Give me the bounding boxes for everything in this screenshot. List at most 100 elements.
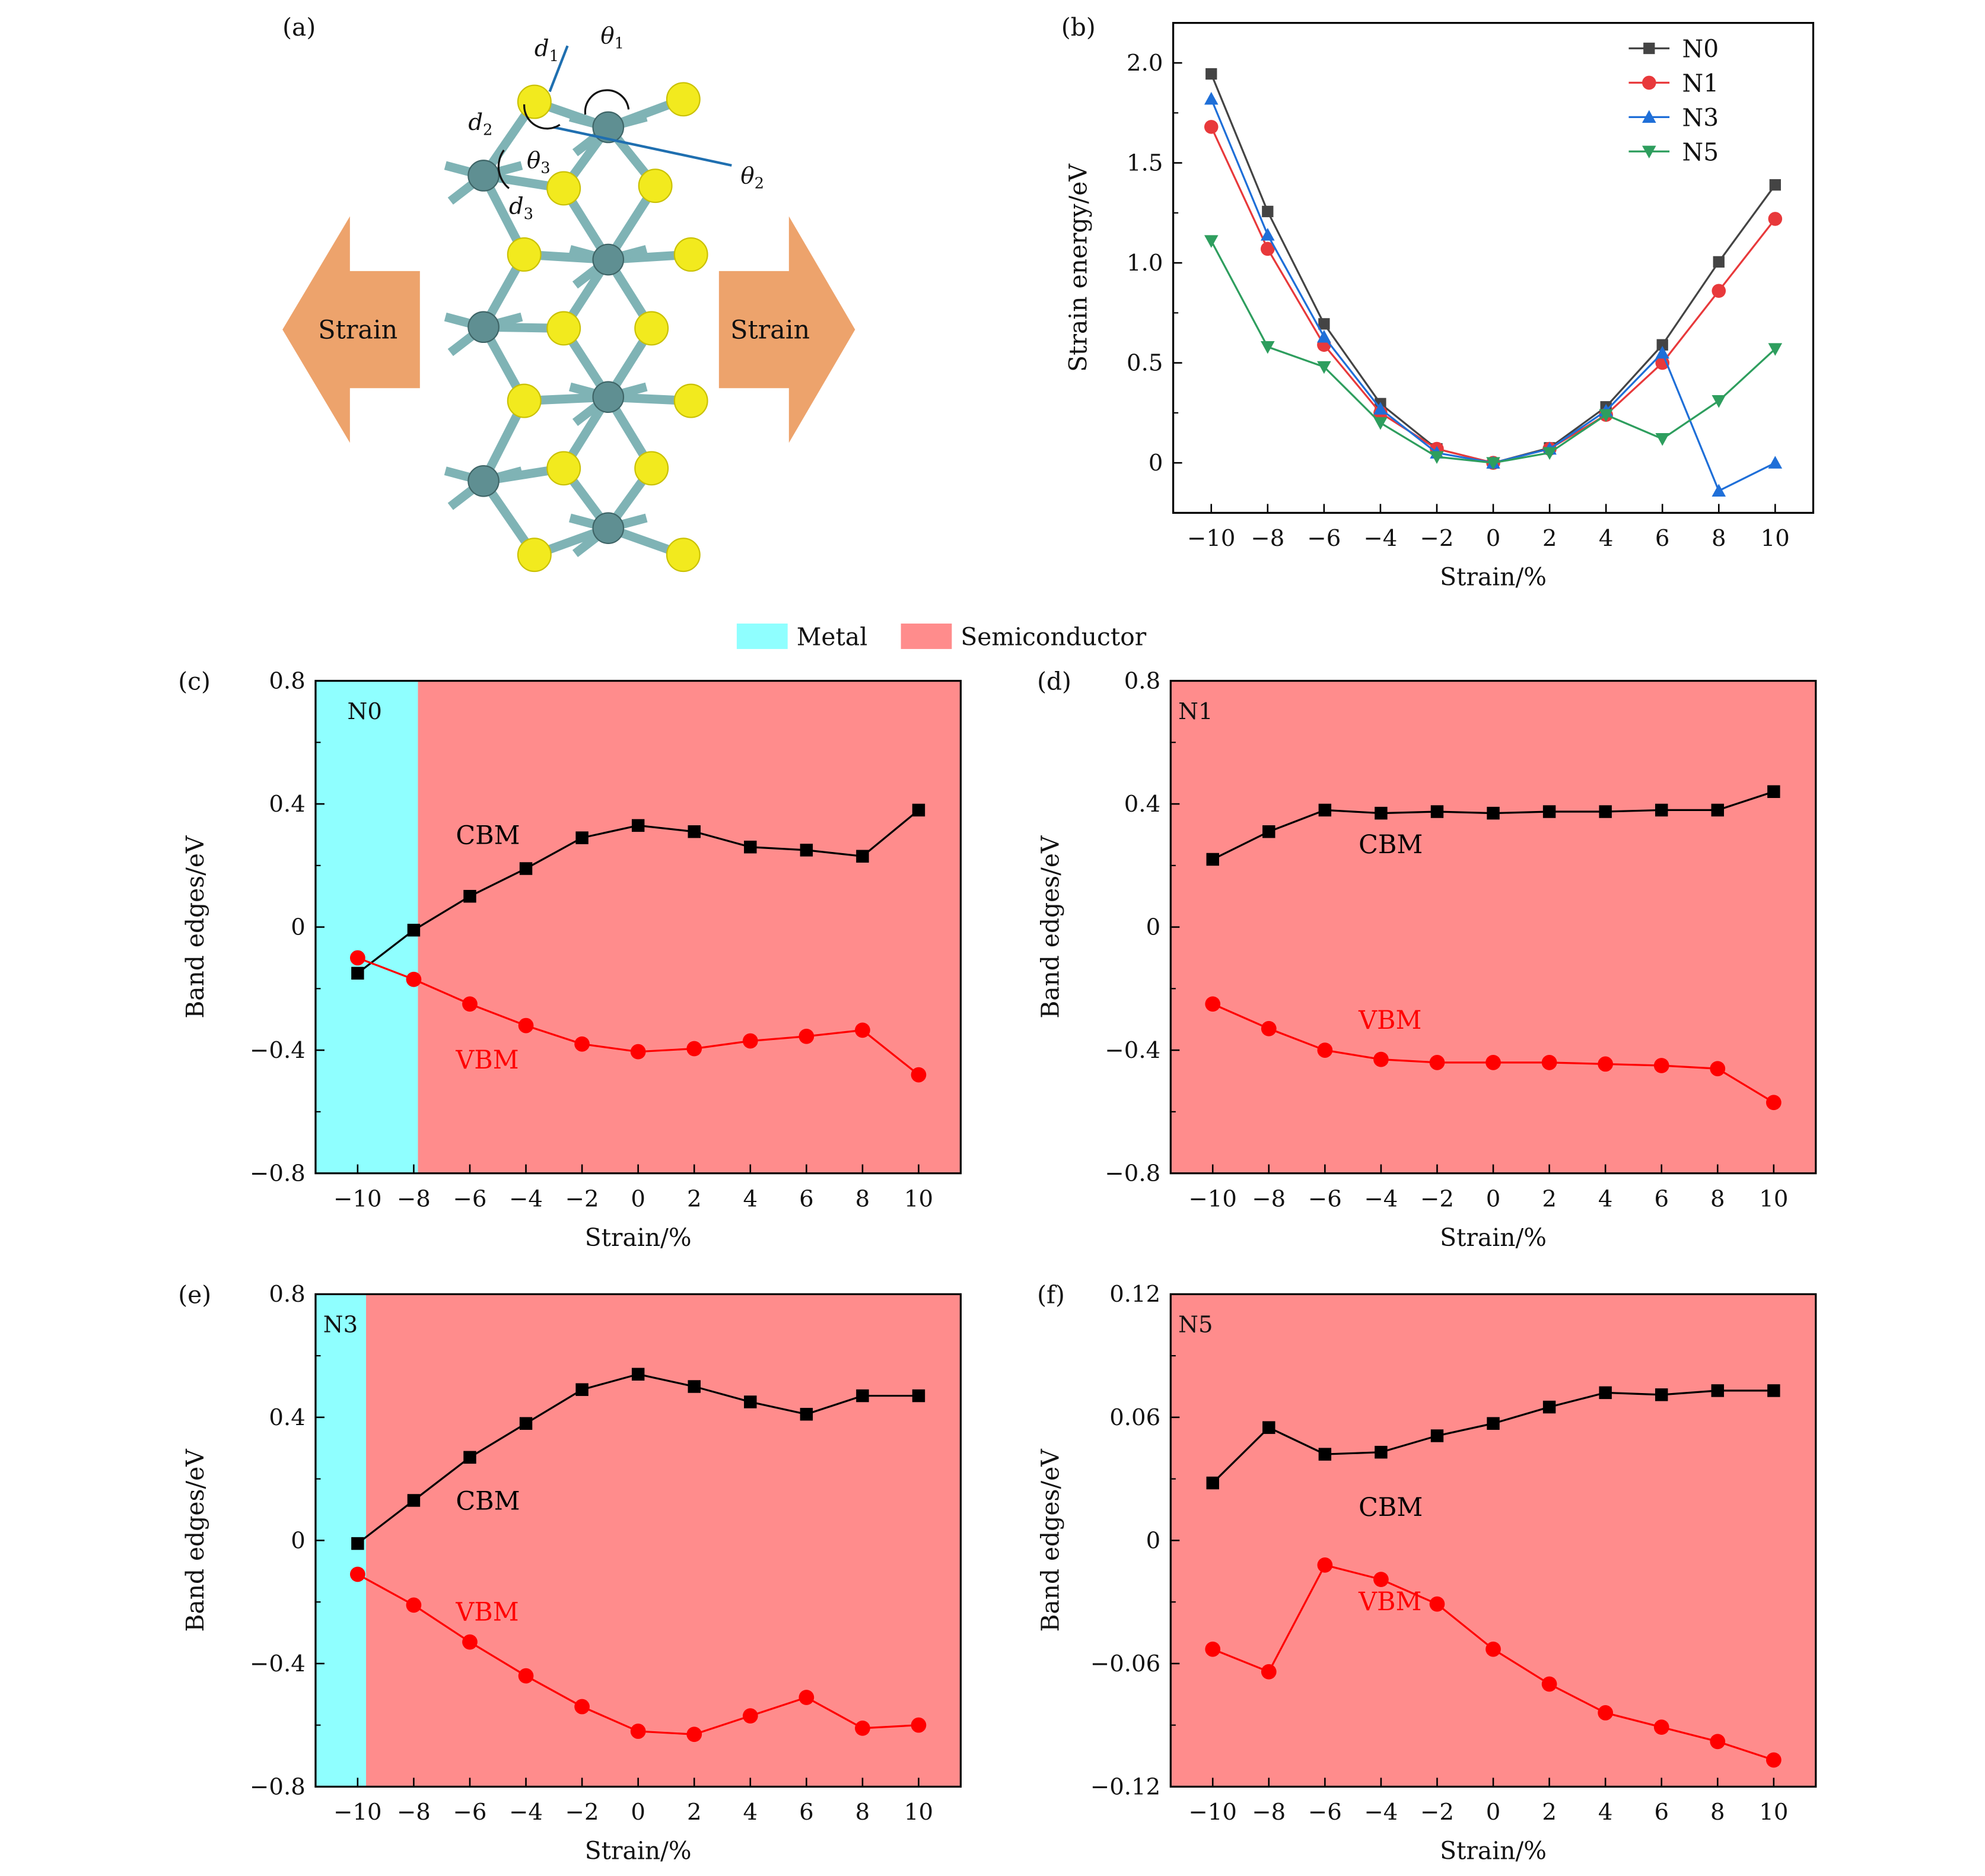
metal-atom bbox=[467, 160, 500, 192]
series-cbm bbox=[1206, 785, 1780, 866]
x-tick-label: −10 bbox=[333, 1799, 381, 1826]
x-tick-label: −10 bbox=[333, 1185, 381, 1212]
x-tick-label: 8 bbox=[1710, 1185, 1725, 1212]
y-tick-label: −0.4 bbox=[250, 1037, 306, 1064]
data-point-triangle-up bbox=[1768, 456, 1783, 469]
d1-label: d1 bbox=[535, 35, 559, 65]
semiconductor-swatch bbox=[901, 624, 952, 649]
x-tick-label: 8 bbox=[855, 1185, 870, 1212]
x-tick-label: 4 bbox=[743, 1185, 758, 1212]
data-point-square bbox=[1767, 1384, 1780, 1397]
data-point-circle bbox=[462, 1634, 478, 1650]
system-label: N5 bbox=[1178, 1312, 1213, 1338]
metal-swatch bbox=[736, 624, 788, 649]
x-tick-label: 4 bbox=[1598, 1799, 1613, 1826]
theta2-vector bbox=[553, 126, 732, 167]
y-tick-label: −0.8 bbox=[250, 1773, 306, 1800]
x-tick-label: −2 bbox=[1420, 1185, 1454, 1212]
sulfur-atom bbox=[517, 538, 552, 573]
metal-legend-label: Metal bbox=[797, 622, 868, 651]
data-point-square bbox=[688, 1380, 701, 1393]
data-point-circle bbox=[518, 1018, 534, 1034]
chart-panel-c: N0 −10 −8 −6 −4 −2 0 2 4 6 8 10 −0.8 −0.4 0 0.4 0.8 Strai… bbox=[181, 667, 962, 1252]
sulfur-atom bbox=[673, 237, 708, 272]
data-point-circle bbox=[574, 1036, 590, 1052]
panel-label-b: (b) bbox=[1061, 13, 1096, 42]
data-point-circle bbox=[742, 1033, 758, 1049]
y-tick-label: −0.4 bbox=[250, 1651, 306, 1677]
data-point-circle bbox=[799, 1028, 815, 1044]
data-point-triangle-down bbox=[1599, 409, 1613, 422]
d1-arc bbox=[523, 104, 561, 130]
data-point-square bbox=[856, 1389, 869, 1403]
data-point-square bbox=[519, 862, 533, 875]
data-point-square bbox=[1430, 1429, 1444, 1442]
data-point-square bbox=[1599, 1386, 1612, 1400]
data-point-circle bbox=[1642, 75, 1656, 90]
series-vbm bbox=[349, 1566, 927, 1743]
x-tick-label: 6 bbox=[1654, 1185, 1669, 1212]
x-tick-label: −6 bbox=[1308, 1799, 1342, 1826]
data-point-circle bbox=[349, 1566, 365, 1582]
data-point-square bbox=[1711, 1384, 1725, 1397]
x-tick-label: 0 bbox=[1486, 1185, 1501, 1212]
metal-atom bbox=[467, 311, 500, 344]
x-tick-label: 4 bbox=[743, 1799, 758, 1826]
sulfur-atom bbox=[634, 311, 669, 346]
data-point-circle bbox=[406, 971, 422, 987]
x-tick-label: −2 bbox=[1420, 1799, 1454, 1826]
data-point-square bbox=[1318, 1448, 1332, 1461]
series-cbm bbox=[351, 1368, 925, 1550]
x-tick-label: −10 bbox=[1189, 1185, 1237, 1212]
data-point-circle bbox=[1205, 1641, 1221, 1657]
x-tick-label: 10 bbox=[904, 1185, 933, 1212]
data-point-square bbox=[1643, 42, 1655, 55]
data-point-square bbox=[1262, 1421, 1275, 1434]
series-annotation-cbm: CBM bbox=[1359, 1493, 1423, 1522]
x-tick-label: −4 bbox=[509, 1799, 543, 1826]
data-point-circle bbox=[1429, 1054, 1445, 1070]
data-point-square bbox=[631, 819, 645, 832]
data-point-triangle-down bbox=[1542, 447, 1557, 460]
semiconductor-region bbox=[1170, 1294, 1816, 1787]
x-tick-label: 0 bbox=[1486, 1799, 1501, 1826]
data-point-circle bbox=[462, 996, 478, 1012]
x-tick-label: −4 bbox=[1364, 1799, 1398, 1826]
sulfur-atom bbox=[673, 383, 708, 418]
data-point-square bbox=[1205, 68, 1217, 80]
d2-label: d2 bbox=[468, 109, 492, 139]
x-tick-label: 2 bbox=[687, 1185, 702, 1212]
data-point-circle bbox=[855, 1022, 870, 1038]
data-point-square bbox=[1542, 1400, 1556, 1414]
x-tick-label: 10 bbox=[1759, 1799, 1788, 1826]
sulfur-atom bbox=[546, 451, 581, 486]
y-axis-label: Strain energy/eV bbox=[1064, 163, 1093, 372]
data-point-square bbox=[912, 1389, 925, 1403]
data-point-circle bbox=[1373, 1572, 1389, 1587]
data-point-square bbox=[519, 1417, 533, 1430]
data-point-square bbox=[856, 850, 869, 863]
data-point-circle bbox=[1541, 1676, 1557, 1692]
y-tick-label: 2.0 bbox=[1127, 50, 1163, 77]
x-tick-label: −4 bbox=[1364, 1185, 1398, 1212]
data-point-square bbox=[463, 1451, 476, 1464]
data-point-triangle-up bbox=[1261, 228, 1275, 241]
semiconductor-region bbox=[315, 681, 961, 1174]
y-tick-label: 0 bbox=[291, 914, 306, 940]
sulfur-atom bbox=[546, 171, 581, 206]
data-point-square bbox=[631, 1368, 645, 1381]
theta1-arc bbox=[584, 89, 630, 115]
series-annotation-vbm: VBM bbox=[1358, 1587, 1421, 1617]
legend: N0 N1 N3 N5 bbox=[1628, 35, 1719, 166]
y-tick-label: −0.8 bbox=[1105, 1160, 1160, 1187]
legend-label: N3 bbox=[1682, 103, 1719, 132]
series-cbm bbox=[351, 803, 925, 980]
x-tick-label: −6 bbox=[453, 1799, 487, 1826]
x-tick-label: 10 bbox=[904, 1799, 933, 1826]
system-label: N1 bbox=[1178, 698, 1213, 725]
metal-atom bbox=[467, 465, 500, 497]
y-tick-label: 0.4 bbox=[1124, 791, 1160, 818]
x-tick-label: −2 bbox=[565, 1799, 599, 1826]
data-point-triangle-up bbox=[1204, 91, 1219, 105]
data-point-triangle-up bbox=[1642, 110, 1656, 123]
